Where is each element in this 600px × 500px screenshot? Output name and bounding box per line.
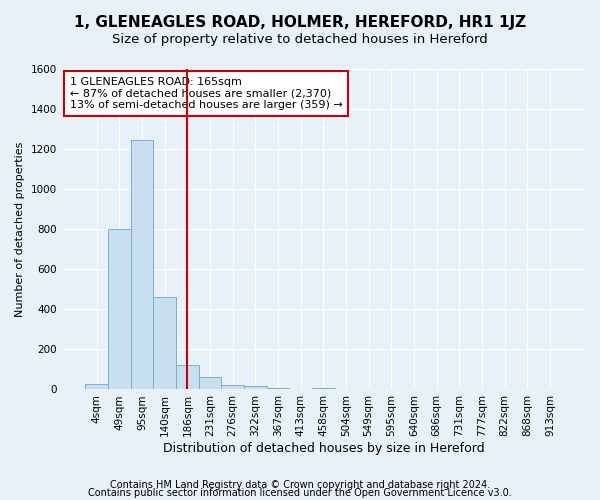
Text: Size of property relative to detached houses in Hereford: Size of property relative to detached ho… <box>112 32 488 46</box>
Bar <box>85 384 108 390</box>
Bar <box>266 388 289 390</box>
Bar <box>176 366 199 390</box>
Bar <box>131 140 154 390</box>
Text: 1 GLENEAGLES ROAD: 165sqm
← 87% of detached houses are smaller (2,370)
13% of se: 1 GLENEAGLES ROAD: 165sqm ← 87% of detac… <box>70 77 342 110</box>
Bar <box>312 388 335 390</box>
Bar <box>108 229 131 390</box>
X-axis label: Distribution of detached houses by size in Hereford: Distribution of detached houses by size … <box>163 442 484 455</box>
Text: Contains HM Land Registry data © Crown copyright and database right 2024.: Contains HM Land Registry data © Crown c… <box>110 480 490 490</box>
Y-axis label: Number of detached properties: Number of detached properties <box>15 142 25 317</box>
Text: Contains public sector information licensed under the Open Government Licence v3: Contains public sector information licen… <box>88 488 512 498</box>
Bar <box>244 386 266 390</box>
Bar <box>199 378 221 390</box>
Text: 1, GLENEAGLES ROAD, HOLMER, HEREFORD, HR1 1JZ: 1, GLENEAGLES ROAD, HOLMER, HEREFORD, HR… <box>74 15 526 30</box>
Bar <box>221 386 244 390</box>
Bar <box>154 298 176 390</box>
